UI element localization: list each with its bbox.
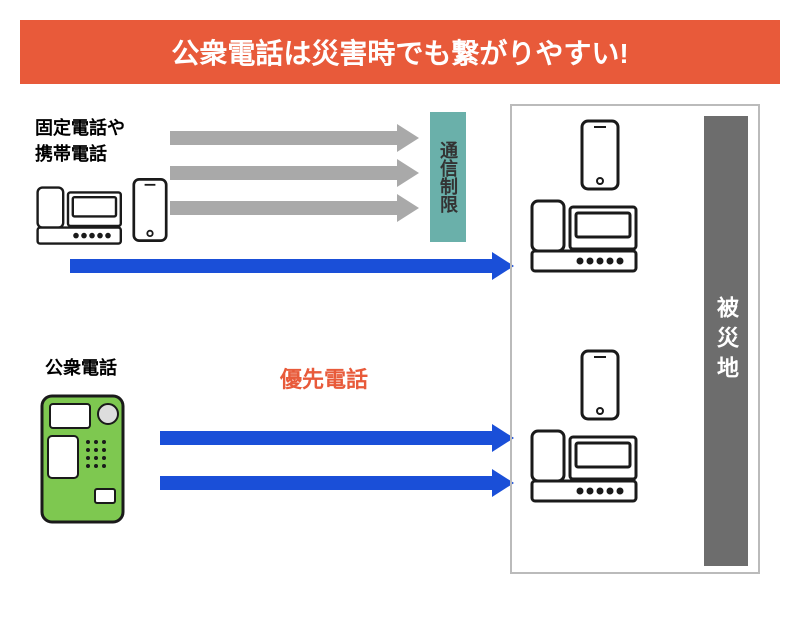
desk-phone-icon [35,186,125,246]
source-mobile [132,176,168,249]
dest-desk-1 [530,199,640,279]
payphone-icon [40,394,125,524]
disaster-area-label: 被災地 [704,116,748,566]
smartphone-icon [580,349,620,421]
dest-mobile-2 [580,349,620,426]
smartphone-icon [580,119,620,191]
dest-desk-2 [530,429,640,509]
desk-phone-icon [530,429,640,504]
restriction-box: 通信制限 [430,112,466,242]
dest-mobile-1 [580,119,620,196]
source-payphone [40,394,125,529]
banner: 公衆電話は災害時でも繋がりやすい! [20,20,780,84]
label-payphone: 公衆電話 [45,354,117,380]
desk-phone-icon [530,199,640,274]
diagram-area: 固定電話や 携帯電話 公衆電話 優先電話 通信制限 被災地 [20,104,780,584]
label-regular-phones: 固定電話や 携帯電話 [35,114,125,166]
label-priority: 優先電話 [280,362,368,394]
source-desk-phone [35,186,125,251]
smartphone-icon [132,176,168,244]
